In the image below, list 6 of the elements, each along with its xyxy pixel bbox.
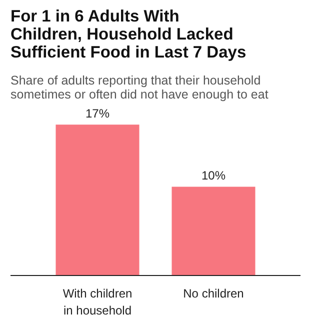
x-tick-label: With children in household <box>62 286 132 318</box>
data-label: 17% <box>85 106 110 121</box>
chart-title: For 1 in 6 Adults With Children, Household Lacked Sufficient Food in Last 7 Days <box>10 8 246 62</box>
chart-subtitle: Share of adults reporting that their household sometimes or often did not have enough to eat <box>10 74 269 102</box>
data-label: 10% <box>201 168 226 183</box>
x-tick-label: No children <box>183 286 244 300</box>
